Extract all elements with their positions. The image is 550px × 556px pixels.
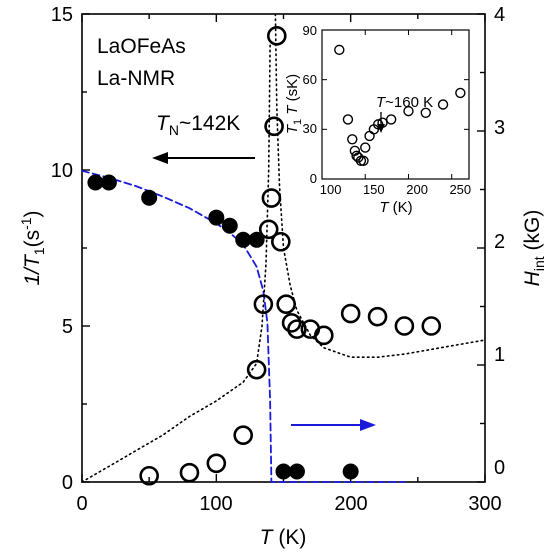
right-y-tick-label: 1 xyxy=(494,344,505,366)
hint-point xyxy=(141,189,158,206)
hint-point xyxy=(87,174,104,191)
relaxation-rate-point xyxy=(258,219,279,240)
relaxation-rate-point xyxy=(394,316,415,336)
relaxation-rate-point xyxy=(233,425,253,446)
inset-point xyxy=(403,105,414,117)
hint-point xyxy=(248,231,265,248)
inset-point xyxy=(420,107,431,118)
relaxation-rate-point xyxy=(287,319,307,339)
hint-point xyxy=(342,463,359,480)
inset-point xyxy=(353,152,364,163)
inset-annotation: T~160 K xyxy=(376,94,433,111)
inset-x-tick-label: 200 xyxy=(406,182,428,197)
data-points xyxy=(87,26,442,486)
x-tick-label: 300 xyxy=(468,493,501,515)
x-tick-label: 0 xyxy=(76,493,87,515)
right-y-tick-label: 4 xyxy=(494,4,505,26)
relaxation-rate-point xyxy=(206,453,227,474)
inset-point xyxy=(437,99,449,110)
right-y-tick-labels: 0 1 2 3 4 xyxy=(494,4,505,479)
relaxation-rate-point xyxy=(266,26,287,46)
relaxation-rate-point xyxy=(271,231,291,252)
relaxation-fit-line xyxy=(81,44,271,483)
hint-point xyxy=(288,463,305,480)
inset-y-axis-label: T1 T (sK) xyxy=(284,74,304,134)
hint-point xyxy=(235,231,252,248)
inset-point xyxy=(360,142,371,153)
chart-title-line-1: LaOFeAs xyxy=(97,35,186,58)
relaxation-rate-point xyxy=(281,313,302,333)
inset-y-tick-label: 90 xyxy=(303,23,317,38)
left-y-tick-label: 10 xyxy=(51,160,73,182)
tn-annotation: TN~142K xyxy=(156,112,240,138)
inset-point xyxy=(358,155,369,166)
inset-axis-ticks xyxy=(321,29,469,180)
left-y-tick-label: 0 xyxy=(62,472,73,494)
left-y-tick-label: 15 xyxy=(51,4,73,26)
right-y-axis-label: Hint (kG) xyxy=(521,210,547,287)
relaxation-rate-point xyxy=(179,462,200,483)
hint-point xyxy=(100,174,117,191)
main-axis-ticks xyxy=(81,13,486,483)
inset-x-axis-label: T (K) xyxy=(379,199,412,216)
inset-data-points xyxy=(334,44,466,166)
x-tick-label: 100 xyxy=(199,493,232,515)
chart-title-line-2: La-NMR xyxy=(97,67,175,90)
hint-point xyxy=(275,463,292,480)
inset-point xyxy=(334,44,345,56)
hint-point xyxy=(208,209,225,226)
inset-arrow xyxy=(377,112,385,133)
relaxation-rate-point xyxy=(313,325,334,346)
relaxation-rate-point xyxy=(246,359,267,380)
inset-point xyxy=(347,134,358,145)
inset-x-tick-label: 150 xyxy=(363,182,385,197)
inset-x-tick-label: 100 xyxy=(320,182,342,197)
left-y-axis-label: 1/T1(s-1) xyxy=(18,210,47,285)
inset-y-tick-label: 0 xyxy=(310,171,317,186)
inset-x-tick-label: 250 xyxy=(449,182,471,197)
inset-chart: 100 150 200 250 0 30 60 90 T (K) T1 T (s… xyxy=(284,23,471,216)
inset-point xyxy=(455,87,466,99)
right-y-tick-label: 3 xyxy=(494,117,505,139)
relaxation-rate-point xyxy=(139,465,159,486)
left-y-tick-labels: 0 5 10 15 xyxy=(51,4,73,494)
relaxation-rate-point xyxy=(264,116,284,137)
relaxation-rate-point xyxy=(261,188,282,208)
x-axis-label: T (K) xyxy=(260,526,307,549)
right-y-tick-label: 2 xyxy=(494,231,505,253)
relaxation-rate-point xyxy=(367,306,388,327)
x-tick-labels: 0 100 200 300 xyxy=(76,493,501,515)
hint-fit-line xyxy=(81,169,406,483)
left-axis-arrow xyxy=(152,152,255,164)
inset-point xyxy=(385,114,397,125)
inset-y-tick-label: 60 xyxy=(303,72,317,87)
inset-point xyxy=(342,114,354,125)
x-tick-label: 200 xyxy=(334,493,367,515)
inset-frame xyxy=(321,29,470,180)
relaxation-rate-point xyxy=(340,303,361,324)
relaxation-rate-point xyxy=(253,294,274,314)
left-y-tick-label: 5 xyxy=(62,316,73,338)
relaxation-rate-point xyxy=(421,316,442,336)
relaxation-rate-point xyxy=(276,294,296,314)
inset-y-tick-label: 30 xyxy=(303,121,317,136)
right-y-tick-label: 0 xyxy=(494,457,505,479)
hint-point xyxy=(221,217,238,234)
right-axis-arrow xyxy=(291,419,376,431)
